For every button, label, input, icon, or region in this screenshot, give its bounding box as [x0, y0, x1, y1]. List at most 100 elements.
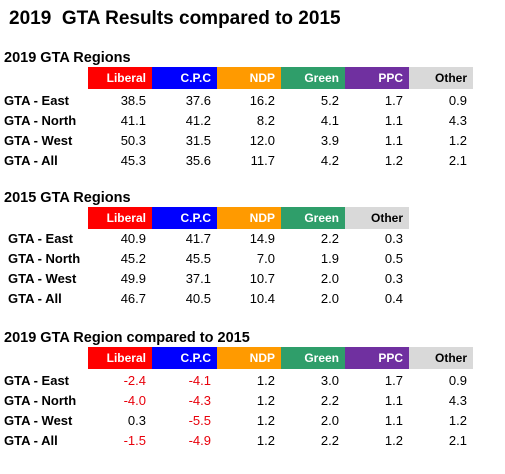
row-label: GTA - North [8, 251, 81, 266]
table-row: GTA - North 41.1 41.2 8.2 4.1 1.1 4.3 [0, 111, 505, 131]
table-row: GTA - All -1.5 -4.9 1.2 2.2 1.2 2.1 [0, 431, 505, 451]
row-label: GTA - All [8, 291, 62, 306]
section-title: 2019 GTA Region compared to 2015 [4, 330, 250, 346]
table-cell: 45.2 [120, 251, 146, 266]
column-header-cpc: C.P.C [152, 207, 217, 229]
section-title: 2019 GTA Regions [4, 50, 131, 66]
table-cell: 10.7 [249, 271, 275, 286]
table-cell: 40.5 [185, 291, 211, 306]
column-header-green: Green [281, 207, 345, 229]
table-cell: 1.2 [384, 153, 403, 168]
table-row: GTA - East 38.5 37.6 16.2 5.2 1.7 0.9 [0, 91, 505, 111]
table-row: GTA - All 46.7 40.5 10.4 2.0 0.4 [0, 289, 505, 309]
table-cell: 2.0 [320, 271, 339, 286]
table-cell: 2.0 [320, 413, 339, 428]
row-label: GTA - North [4, 393, 77, 408]
table-cell: 45.3 [120, 153, 146, 168]
table-cell: 38.5 [120, 93, 146, 108]
row-label: GTA - East [4, 93, 70, 108]
row-label: GTA - North [4, 113, 77, 128]
table-cell: 1.2 [256, 393, 275, 408]
table-cell: 0.9 [448, 93, 467, 108]
table-cell: 14.9 [249, 231, 275, 246]
table-cell: 35.6 [185, 153, 211, 168]
table-cell: -5.5 [188, 413, 211, 428]
column-header-liberal: Liberal [88, 207, 152, 229]
table-row: GTA - North 45.2 45.5 7.0 1.9 0.5 [0, 249, 505, 269]
row-label: GTA - East [8, 231, 74, 246]
table-cell: 45.5 [185, 251, 211, 266]
table-cell: 1.1 [384, 113, 403, 128]
table-cell: 10.4 [249, 291, 275, 306]
table-cell: 2.2 [320, 231, 339, 246]
table-cell: 0.9 [448, 373, 467, 388]
column-header-ndp: NDP [217, 67, 281, 89]
table-cell: 1.7 [384, 373, 403, 388]
table-cell: 3.0 [320, 373, 339, 388]
table-cell: -1.5 [123, 433, 146, 448]
table-cell: 1.1 [384, 133, 403, 148]
table-cell: 16.2 [249, 93, 275, 108]
table-cell: 0.3 [384, 271, 403, 286]
row-label: GTA - West [8, 271, 77, 286]
table-cell: 4.1 [320, 113, 339, 128]
table-cell: 2.0 [320, 291, 339, 306]
table-cell: 1.2 [256, 433, 275, 448]
table-cell: 2.2 [320, 433, 339, 448]
table-row: GTA - West 49.9 37.1 10.7 2.0 0.3 [0, 269, 505, 289]
table-cell: 50.3 [120, 133, 146, 148]
column-header-other: Other [409, 67, 473, 89]
table-cell: 1.1 [384, 393, 403, 408]
table-cell: 41.7 [185, 231, 211, 246]
table-row: GTA - West 0.3 -5.5 1.2 2.0 1.1 1.2 [0, 411, 505, 431]
column-header-liberal: Liberal [88, 67, 152, 89]
table-cell: 37.6 [185, 93, 211, 108]
row-label: GTA - West [4, 413, 73, 428]
table-cell: 1.2 [384, 433, 403, 448]
page-title: 2019 GTA Results compared to 2015 [9, 8, 341, 29]
column-header-other: Other [409, 347, 473, 369]
table-cell: 0.4 [384, 291, 403, 306]
table-row: GTA - West 50.3 31.5 12.0 3.9 1.1 1.2 [0, 131, 505, 151]
table-row: GTA - East -2.4 -4.1 1.2 3.0 1.7 0.9 [0, 371, 505, 391]
table-cell: 1.2 [448, 133, 467, 148]
table-cell: 1.2 [448, 413, 467, 428]
table-cell: 1.7 [384, 93, 403, 108]
table-cell: -4.1 [188, 373, 211, 388]
table-cell: 12.0 [249, 133, 275, 148]
table-cell: 4.2 [320, 153, 339, 168]
table-cell: -4.3 [188, 393, 211, 408]
table-cell: 3.9 [320, 133, 339, 148]
table-cell: 1.2 [256, 413, 275, 428]
table-cell: 37.1 [185, 271, 211, 286]
row-label: GTA - West [4, 133, 73, 148]
table-cell: 7.0 [256, 251, 275, 266]
column-header-other: Other [345, 207, 409, 229]
table-row: GTA - East 40.9 41.7 14.9 2.2 0.3 [0, 229, 505, 249]
column-header-ppc: PPC [345, 67, 409, 89]
table-cell: 4.3 [448, 393, 467, 408]
section-title: 2015 GTA Regions [4, 190, 131, 206]
table-cell: 2.1 [448, 153, 467, 168]
table-cell: 46.7 [120, 291, 146, 306]
table-row: GTA - North -4.0 -4.3 1.2 2.2 1.1 4.3 [0, 391, 505, 411]
column-header-cpc: C.P.C [152, 347, 217, 369]
table-cell: 11.7 [250, 153, 275, 168]
column-header-green: Green [281, 347, 345, 369]
table-row: GTA - All 45.3 35.6 11.7 4.2 1.2 2.1 [0, 151, 505, 171]
row-label: GTA - All [4, 433, 58, 448]
table-cell: 31.5 [185, 133, 211, 148]
row-label: GTA - East [4, 373, 70, 388]
table-cell: -2.4 [123, 373, 146, 388]
table-cell: 1.9 [320, 251, 339, 266]
table-cell: 0.3 [384, 231, 403, 246]
table-cell: 8.2 [256, 113, 275, 128]
column-header-ndp: NDP [217, 347, 281, 369]
table-cell: 49.9 [120, 271, 146, 286]
row-label: GTA - All [4, 153, 58, 168]
table-cell: -4.0 [123, 393, 146, 408]
table-cell: -4.9 [188, 433, 211, 448]
table-cell: 2.2 [320, 393, 339, 408]
table-cell: 41.2 [185, 113, 211, 128]
column-header-cpc: C.P.C [152, 67, 217, 89]
